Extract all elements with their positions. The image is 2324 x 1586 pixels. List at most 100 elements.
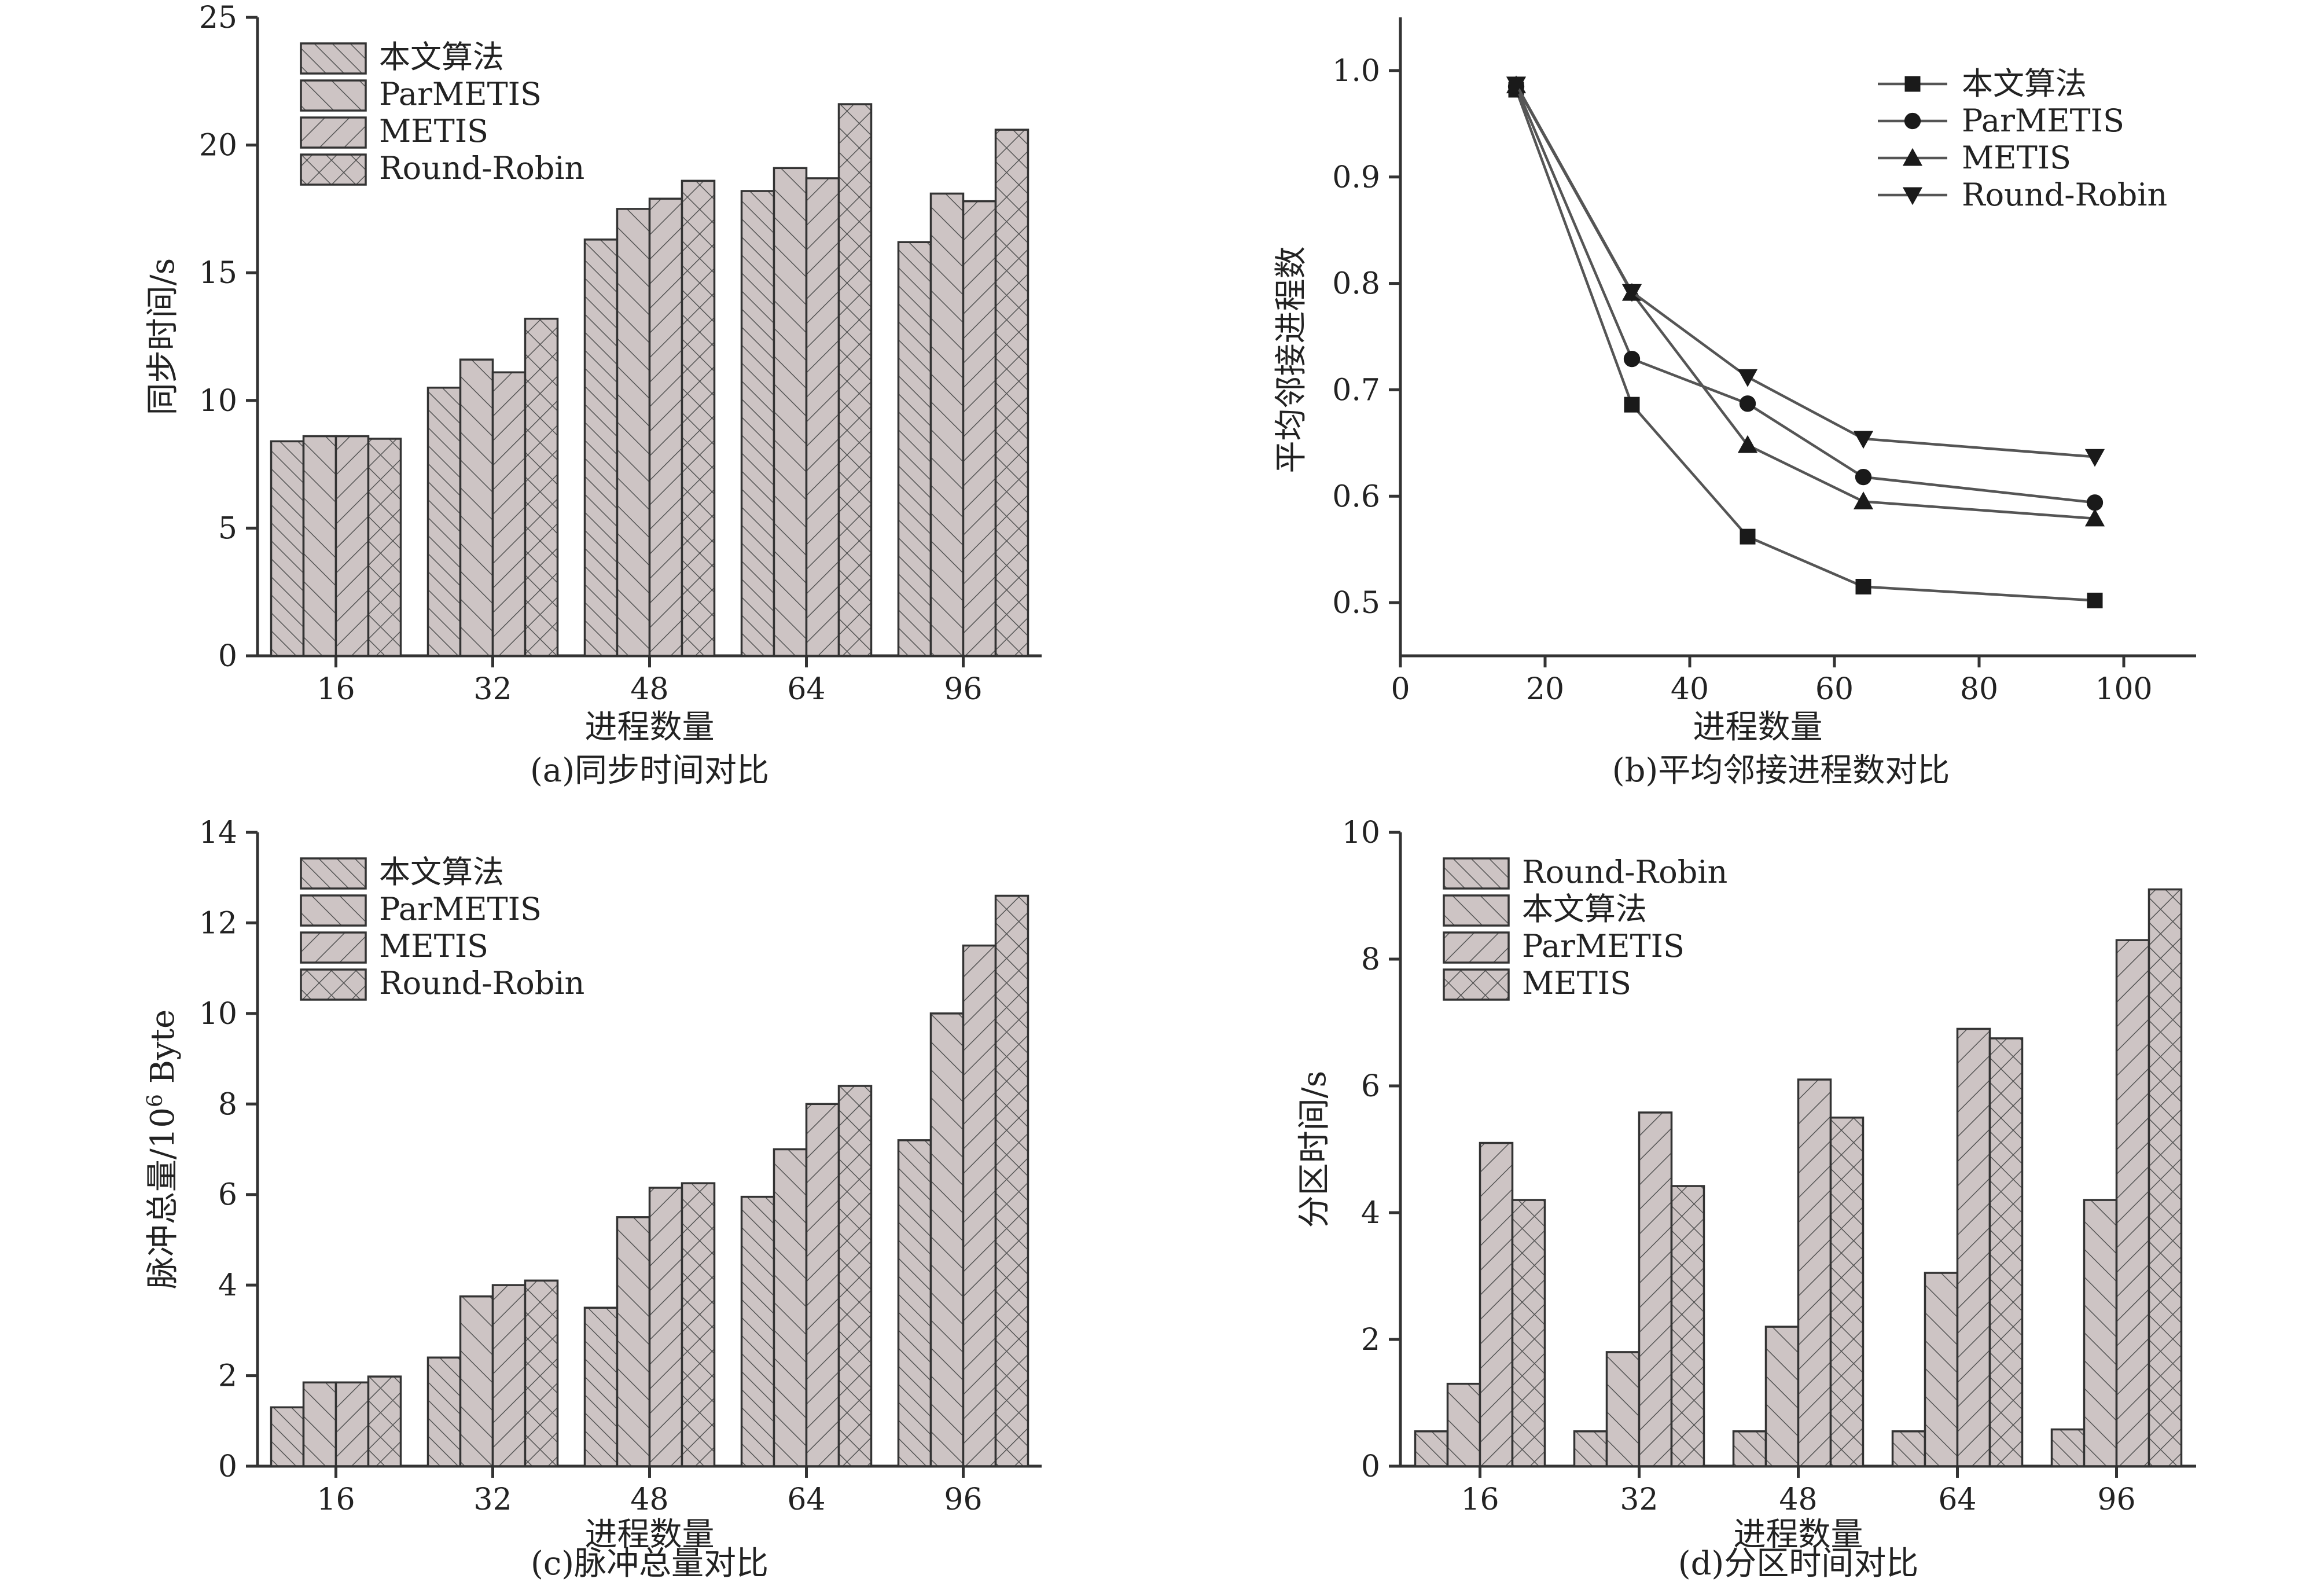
bar [2148,888,2183,1467]
y-tick-label: 14 [199,816,237,850]
chart-caption: (c)脉冲总量对比 [531,1545,768,1583]
y-tick-label: 6 [218,1178,237,1213]
y-tick-label: 0.7 [1332,373,1380,407]
legend-label: Round-Robin [1522,854,1727,890]
legend-label: Round-Robin [379,965,584,1001]
data-point-triangle-down [1737,369,1758,387]
x-tick-label: 100 [2095,672,2152,707]
legend-swatch [300,42,367,75]
bar [491,1284,527,1467]
legend-swatch [300,857,367,890]
y-tick-label: 4 [218,1268,237,1303]
data-point-square [1904,76,1921,92]
data-point-triangle-up [1902,148,1923,166]
x-axis-title: 进程数量 [585,708,715,746]
x-tick-label: 32 [473,1482,512,1517]
bar [459,1295,494,1467]
y-tick-label: 0.9 [1332,160,1380,195]
bar [1446,1382,1481,1467]
legend-swatch [1443,968,1510,1001]
x-tick-label: 64 [787,1482,825,1517]
data-point-circle [2086,494,2104,511]
y-tick-label: 0 [218,639,237,674]
y-tick-label: 0 [1361,1449,1380,1484]
bar [929,1012,965,1467]
x-tick-label: 64 [1938,1482,1976,1517]
bar [334,1381,370,1467]
legend-swatch [1443,894,1510,927]
x-tick-label: 80 [1960,672,1998,707]
legend-label: ParMETIS [379,891,542,927]
data-point-triangle-down [1621,284,1642,302]
legend-swatch [300,116,367,149]
data-point-square [1624,396,1640,413]
bar [962,944,997,1467]
bar [1479,1141,1514,1467]
bar [1414,1430,1449,1467]
x-tick-label: 48 [1779,1482,1817,1517]
data-point-triangle-down [2084,449,2105,467]
bar [773,167,808,657]
chart-caption: (a)同步时间对比 [530,752,769,790]
data-point-triangle-down [1506,76,1527,95]
bar [334,435,370,657]
y-axis-title: 脉冲总量/106 Byte [144,1009,182,1289]
bar [837,1085,873,1467]
y-tick-label: 10 [1342,816,1380,850]
bar [1988,1037,2024,1467]
legend-swatch [300,894,367,927]
data-point-triangle-down [1902,187,1923,205]
bar [1605,1351,1641,1467]
x-tick-label: 0 [1391,672,1410,707]
bar [897,1139,932,1467]
data-point-circle [1904,112,1921,130]
x-tick-label: 64 [787,672,825,707]
x-tick-label: 96 [2097,1482,2135,1517]
bar [2050,1428,2086,1467]
legend-swatch [300,153,367,186]
data-point-square [2087,592,2103,608]
bar [1924,1272,1959,1467]
y-axis-title-main: 脉冲总量/10 [144,1107,182,1289]
y-tick-label: 8 [1361,942,1380,977]
bar [426,1356,462,1467]
x-tick-label: 16 [1461,1482,1499,1517]
bar [1891,1430,1926,1467]
bar [929,192,965,657]
legend-label: METIS [379,113,488,149]
legend-swatch [300,79,367,112]
data-point-triangle-down [1853,431,1874,449]
data-point-circle [1623,350,1641,368]
legend-label: Round-Robin [1962,177,2167,213]
chart-caption: (d)分区时间对比 [1678,1545,1919,1583]
y-tick-label: 15 [199,256,237,291]
y-axis-title: 同步时间/s [144,258,182,416]
y-tick-label: 8 [218,1087,237,1122]
bar [524,1279,559,1467]
bar [1573,1430,1608,1467]
bar [773,1148,808,1467]
x-tick-label: 32 [473,672,512,707]
legend-label: ParMETIS [1522,928,1685,964]
y-axis-title: 平均邻接进程数 [1273,247,1310,473]
bar [1797,1078,1832,1467]
x-axis-title: 进程数量 [585,1516,715,1554]
y-tick-label: 4 [1361,1196,1380,1231]
legend-label: METIS [379,928,488,964]
bar [302,435,337,657]
chart-panel-a: 0 5 10 15 20 25 16 32 48 64 96 本文算法ParMETISMETISRou… [144,1,1042,790]
bar [426,386,462,657]
data-point-circle [1855,469,1872,486]
bar [1670,1185,1705,1467]
x-tick-label: 16 [317,672,355,707]
x-tick-label: 96 [944,672,982,707]
y-tick-label: 10 [199,384,237,418]
bar [837,103,873,657]
chart-caption: (b)平均邻接进程数对比 [1612,752,1950,790]
bar [740,190,775,657]
legend-label: 本文算法 [379,39,504,75]
bar [2115,939,2150,1467]
bar [681,179,716,657]
legend-swatch [300,931,367,964]
x-axis-title: 进程数量 [1693,708,1823,746]
